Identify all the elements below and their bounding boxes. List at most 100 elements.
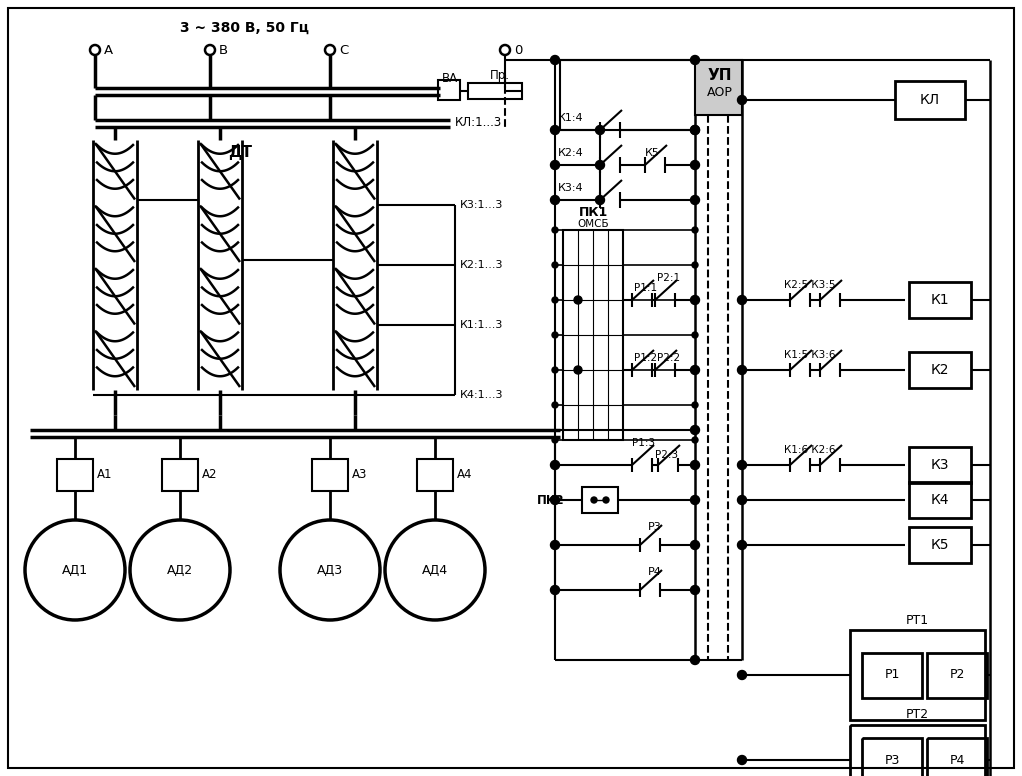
Text: Р1:1: Р1:1 (634, 283, 657, 293)
Bar (582, 487, 618, 513)
Circle shape (692, 227, 698, 233)
Bar (850, 725, 985, 776)
Text: АД3: АД3 (317, 563, 343, 577)
Circle shape (691, 161, 699, 169)
Circle shape (551, 56, 559, 64)
Text: АД1: АД1 (62, 563, 88, 577)
Bar (57, 459, 93, 491)
Text: К1:6 К2:6: К1:6 К2:6 (784, 445, 836, 455)
Bar (909, 282, 971, 318)
Circle shape (596, 161, 604, 169)
Text: К1:5 К3:6: К1:5 К3:6 (784, 350, 836, 360)
Circle shape (691, 656, 699, 664)
Text: К1: К1 (931, 293, 949, 307)
Circle shape (280, 520, 380, 620)
Text: К3:1...3: К3:1...3 (460, 200, 504, 210)
Circle shape (692, 297, 698, 303)
Text: РТ2: РТ2 (905, 708, 929, 722)
Circle shape (551, 460, 559, 469)
Circle shape (551, 541, 559, 549)
Circle shape (552, 332, 558, 338)
Bar (850, 630, 985, 720)
Circle shape (691, 541, 699, 549)
Text: 3 ~ 380 В, 50 Гц: 3 ~ 380 В, 50 Гц (181, 21, 310, 35)
Text: ОМСБ: ОМСБ (577, 219, 609, 229)
Text: А2: А2 (202, 469, 218, 481)
Circle shape (591, 497, 597, 503)
Text: К3:4: К3:4 (558, 183, 584, 193)
Text: А3: А3 (352, 469, 367, 481)
Text: Р2:3: Р2:3 (655, 450, 679, 460)
Circle shape (691, 365, 699, 375)
Circle shape (691, 296, 699, 304)
Circle shape (738, 95, 746, 105)
Circle shape (692, 262, 698, 268)
Circle shape (691, 56, 699, 64)
Text: К4: К4 (931, 493, 949, 507)
Circle shape (552, 227, 558, 233)
Text: К5: К5 (645, 148, 660, 158)
Circle shape (691, 196, 699, 205)
Circle shape (691, 496, 699, 504)
Text: КЛ: КЛ (920, 93, 940, 107)
Circle shape (385, 520, 485, 620)
Bar (927, 737, 987, 776)
Text: Р1:2: Р1:2 (634, 353, 657, 363)
Text: Р3: Р3 (648, 522, 662, 532)
Text: А1: А1 (97, 469, 112, 481)
Text: К2: К2 (931, 363, 949, 377)
Circle shape (551, 586, 559, 594)
Bar (909, 527, 971, 563)
Text: Р1: Р1 (884, 668, 899, 681)
Circle shape (552, 437, 558, 443)
Text: С: С (339, 43, 349, 57)
Text: ДТ: ДТ (228, 146, 252, 161)
Text: АД4: АД4 (422, 563, 448, 577)
Circle shape (130, 520, 230, 620)
Circle shape (738, 296, 746, 304)
Circle shape (692, 402, 698, 408)
Bar (862, 737, 922, 776)
Circle shape (551, 496, 559, 504)
Text: К1:1...3: К1:1...3 (460, 320, 504, 330)
Circle shape (738, 460, 746, 469)
Text: ПК2: ПК2 (538, 494, 565, 507)
Bar (909, 352, 971, 388)
Text: УП: УП (708, 68, 732, 82)
Text: РТ1: РТ1 (905, 614, 929, 626)
Text: К4:1...3: К4:1...3 (460, 390, 504, 400)
Text: К2:1...3: К2:1...3 (460, 260, 504, 270)
Text: К5: К5 (931, 538, 949, 552)
Text: ПК1: ПК1 (578, 206, 608, 219)
Circle shape (596, 126, 604, 134)
Text: А: А (104, 43, 113, 57)
Text: АД2: АД2 (167, 563, 193, 577)
Bar (468, 83, 522, 99)
Text: АОР: АОР (707, 86, 733, 99)
Circle shape (574, 296, 582, 304)
Circle shape (551, 126, 559, 134)
Text: К2:4: К2:4 (558, 148, 584, 158)
Text: Р1:3: Р1:3 (632, 438, 655, 448)
Circle shape (552, 367, 558, 373)
Bar (927, 653, 987, 698)
Circle shape (596, 196, 604, 205)
Text: Р2: Р2 (949, 668, 965, 681)
Text: В: В (219, 43, 228, 57)
Bar (909, 447, 971, 483)
Circle shape (552, 402, 558, 408)
Text: К3: К3 (931, 458, 949, 472)
Circle shape (552, 262, 558, 268)
Circle shape (551, 196, 559, 205)
Bar (909, 482, 971, 518)
Circle shape (691, 126, 699, 134)
Circle shape (574, 366, 582, 374)
Text: 0: 0 (514, 43, 522, 57)
Text: К2:5 К3:5: К2:5 К3:5 (784, 280, 836, 290)
Text: А4: А4 (457, 469, 472, 481)
Text: ВА: ВА (442, 71, 458, 85)
Circle shape (25, 520, 125, 620)
Circle shape (738, 541, 746, 549)
Bar (162, 459, 198, 491)
Circle shape (691, 586, 699, 594)
